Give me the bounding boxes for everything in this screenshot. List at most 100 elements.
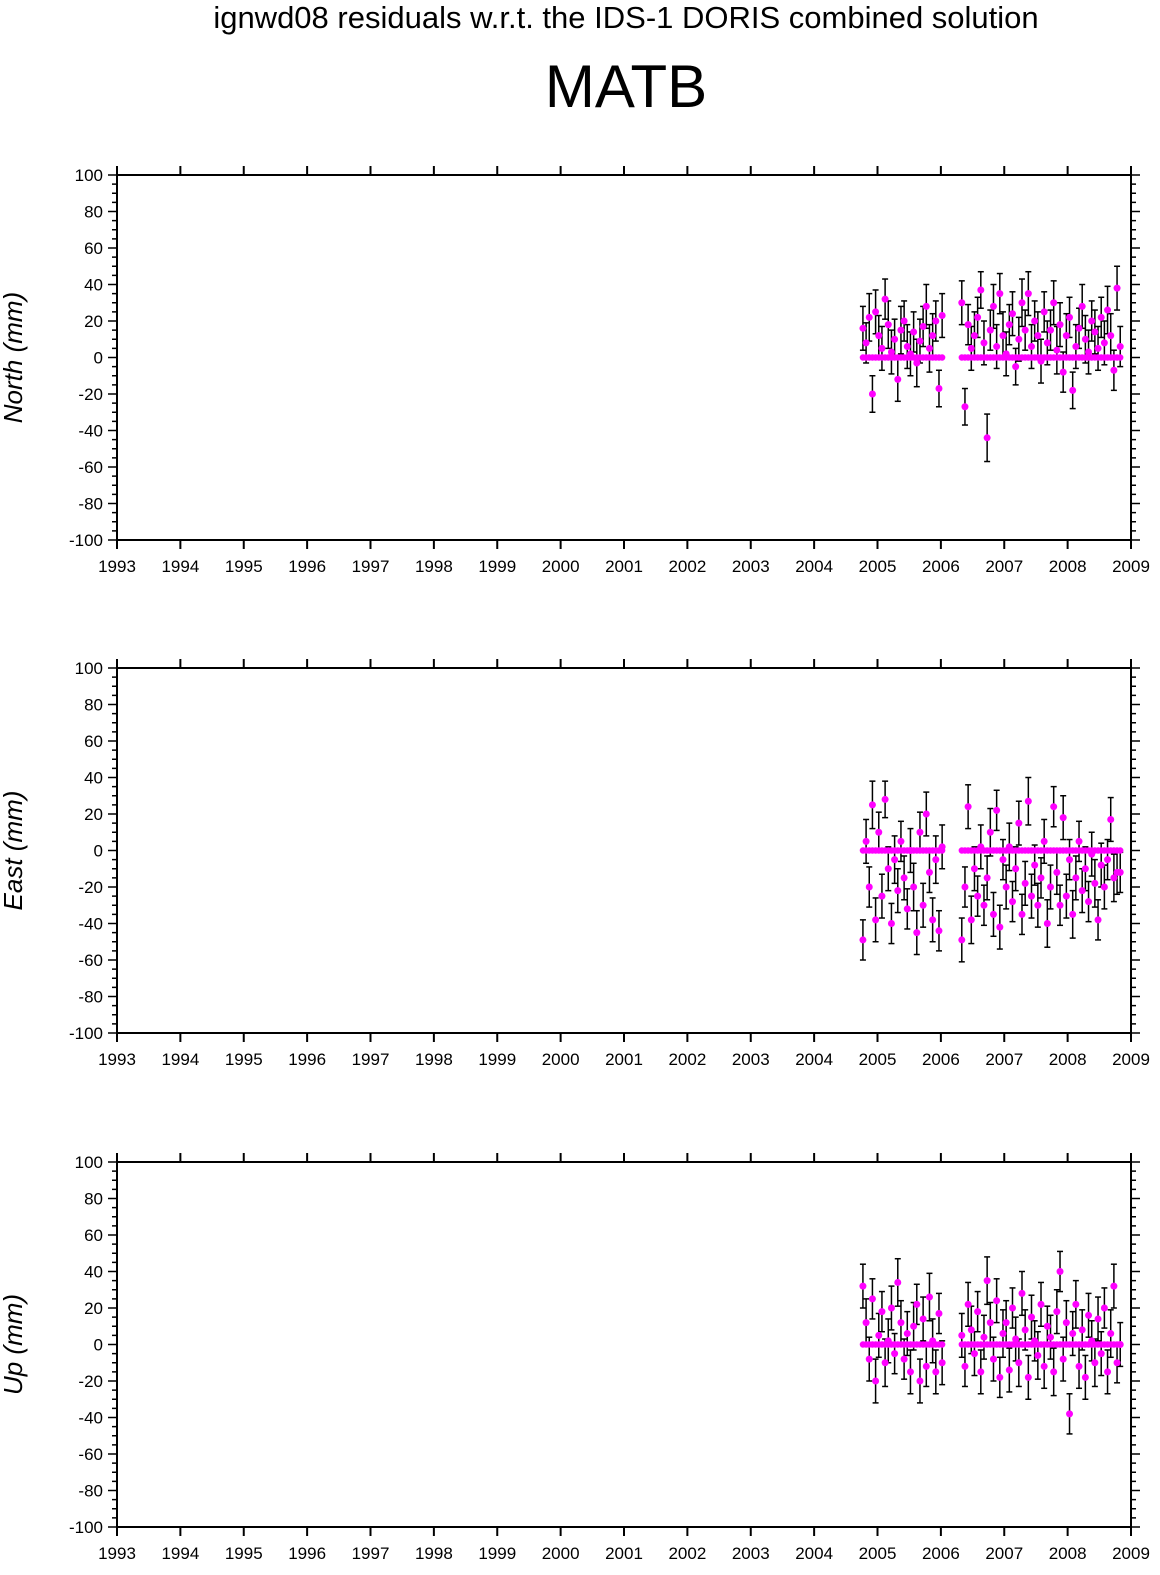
data-point	[996, 923, 1004, 931]
data-point	[1091, 1359, 1099, 1367]
data-point	[900, 1355, 908, 1363]
panel-3: 1993 1994 1995 1996 1997 1998 1999 2000 2001 2002…	[0, 1153, 1150, 1563]
data-point	[868, 390, 876, 398]
data-point	[1008, 898, 1016, 906]
y-tick-label: -20	[78, 385, 103, 404]
y-axis-title: North (mm)	[0, 292, 28, 423]
data-point	[1113, 284, 1121, 292]
data-point	[1100, 1304, 1108, 1312]
data-point	[868, 801, 876, 809]
y-tick-label: -40	[78, 422, 103, 441]
data-point	[925, 868, 933, 876]
data-point	[980, 339, 988, 347]
data-point	[913, 929, 921, 937]
x-tick-label: 2003	[732, 1050, 770, 1069]
x-tick-label: 2009	[1112, 557, 1150, 576]
data-point	[1047, 326, 1055, 334]
data-point	[881, 795, 889, 803]
data-point	[1081, 335, 1089, 343]
x-tick-label: 2002	[668, 1544, 706, 1563]
data-point	[1002, 883, 1010, 891]
x-tick-label: 2001	[605, 557, 643, 576]
data-point	[1078, 887, 1086, 895]
y-axis-title: Up (mm)	[0, 1294, 28, 1395]
data-point	[1100, 883, 1108, 891]
data-point	[872, 1377, 880, 1385]
y-tick-label: -20	[78, 878, 103, 897]
y-tick-label: 0	[94, 349, 103, 368]
data-point	[900, 874, 908, 882]
data-point	[964, 321, 972, 329]
data-point	[1047, 883, 1055, 891]
data-point	[935, 1309, 943, 1317]
panel-1: 1993 1994 1995 1996 1997 1998 1999 2000 2001 2002…	[0, 166, 1150, 576]
data-point	[974, 1308, 982, 1316]
data-point	[891, 1350, 899, 1358]
data-point	[1012, 865, 1020, 873]
data-point	[906, 350, 914, 358]
data-point	[1050, 299, 1058, 307]
data-point	[1097, 861, 1105, 869]
data-point	[1081, 1373, 1089, 1381]
data-point	[878, 1308, 886, 1316]
data-point	[865, 1355, 873, 1363]
panel-2: 1993 1994 1995 1996 1997 1998 1999 2000 2001 2002…	[0, 659, 1150, 1069]
data-point	[967, 1326, 975, 1334]
data-point	[1015, 1359, 1023, 1367]
zero-point	[1117, 354, 1124, 361]
data-point	[865, 883, 873, 891]
data-point	[1031, 861, 1039, 869]
data-point	[1047, 1333, 1055, 1341]
data-point	[881, 1359, 889, 1367]
x-tick-label: 1998	[415, 557, 453, 576]
data-point	[1018, 299, 1026, 307]
data-point	[919, 322, 927, 330]
data-point	[996, 290, 1004, 298]
data-point	[1037, 874, 1045, 882]
data-point	[1069, 910, 1077, 918]
y-tick-label: -60	[78, 458, 103, 477]
data-point	[875, 828, 883, 836]
data-point	[862, 339, 870, 347]
x-tick-label: 1998	[415, 1050, 453, 1069]
x-tick-label: 1999	[478, 1544, 516, 1563]
data-point	[935, 927, 943, 935]
x-tick-label: 2003	[732, 1544, 770, 1563]
data-point	[1034, 901, 1042, 909]
y-tick-label: 100	[75, 1153, 103, 1172]
data-point	[859, 324, 867, 332]
data-point	[1028, 892, 1036, 900]
station-name: MATB	[544, 53, 708, 120]
data-point	[878, 892, 886, 900]
data-point	[993, 806, 1001, 814]
x-tick-label: 2004	[795, 1544, 833, 1563]
data-point	[986, 828, 994, 836]
data-point	[970, 865, 978, 873]
data-point	[1097, 1350, 1105, 1358]
figure-title: ignwd08 residuals w.r.t. the IDS-1 DORIS…	[213, 0, 1039, 35]
data-point	[986, 326, 994, 334]
data-point	[993, 343, 1001, 351]
data-point	[977, 843, 985, 851]
data-point	[983, 874, 991, 882]
y-tick-label: -60	[78, 1445, 103, 1464]
x-tick-label: 2005	[859, 1544, 897, 1563]
x-tick-label: 1995	[225, 1544, 263, 1563]
data-point	[1034, 332, 1042, 340]
x-tick-label: 1999	[478, 1050, 516, 1069]
x-tick-label: 1996	[288, 1050, 326, 1069]
data-point	[1110, 874, 1118, 882]
data-point	[961, 883, 969, 891]
data-point	[938, 1359, 946, 1367]
data-point	[1062, 332, 1070, 340]
data-point	[935, 385, 943, 393]
data-point	[996, 1373, 1004, 1381]
data-point	[922, 302, 930, 310]
data-point	[919, 901, 927, 909]
data-point	[1085, 898, 1093, 906]
data-point	[999, 1330, 1007, 1338]
data-point	[964, 803, 972, 811]
data-point	[1037, 357, 1045, 365]
data-point	[910, 883, 918, 891]
data-point	[875, 332, 883, 340]
